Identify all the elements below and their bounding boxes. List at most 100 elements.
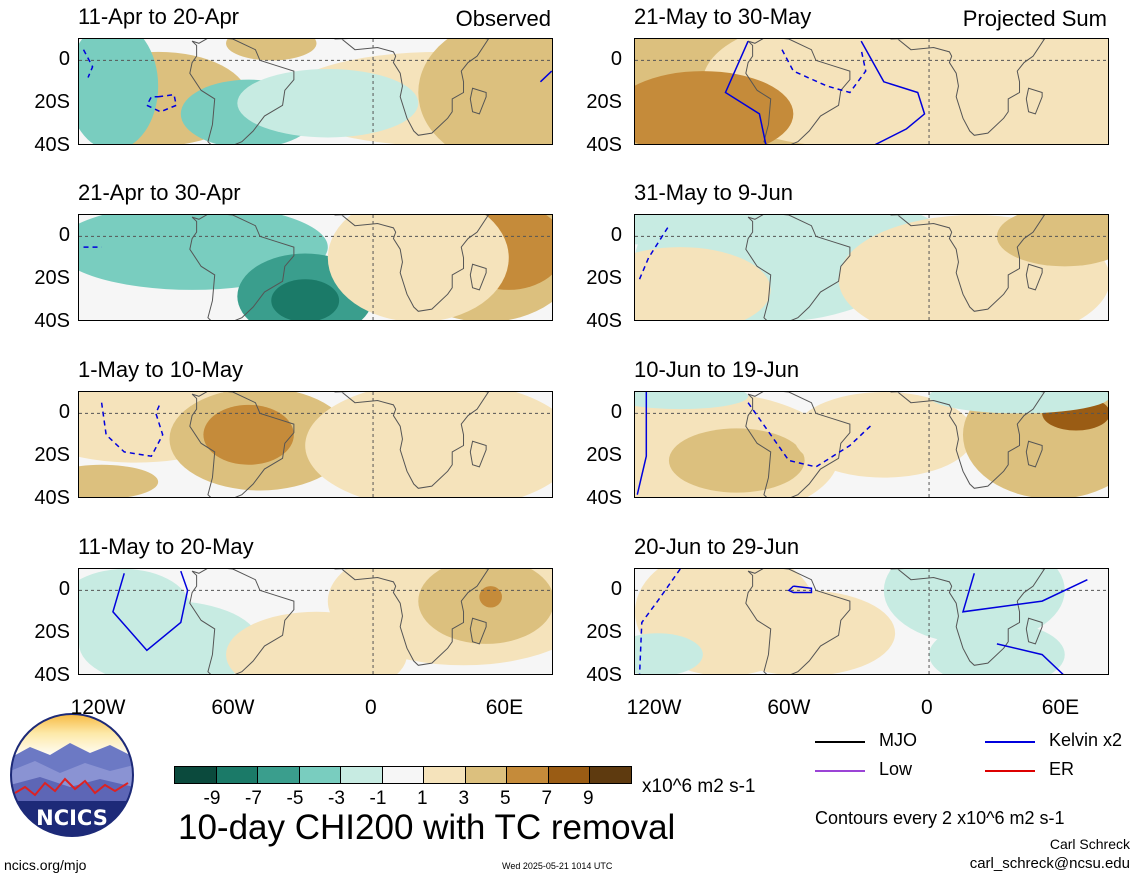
colorbar-units: x10^6 m2 s-1 — [642, 776, 756, 797]
legend-label: Low — [879, 759, 913, 779]
anomaly-shading — [929, 622, 1065, 674]
legend-label: MJO — [879, 730, 917, 750]
coastline — [189, 392, 295, 497]
latitude-tick: 0 — [58, 224, 70, 247]
ncics-logo: NCICS — [10, 713, 134, 837]
anomaly-shading — [668, 428, 805, 493]
author-email: carl_schreck@ncsu.edu — [969, 855, 1130, 872]
coastline — [745, 215, 851, 320]
longitude-tick: 60W — [767, 696, 811, 719]
latitude-tick: 40S — [34, 487, 70, 509]
coastline — [469, 87, 487, 115]
colorbar-swatch — [340, 766, 383, 784]
coastline — [189, 39, 295, 144]
anomaly-shading — [929, 392, 1108, 414]
colorbar-swatch — [257, 766, 300, 784]
anomaly-shading — [79, 39, 159, 144]
latitude-tick: 20S — [34, 621, 70, 644]
anomaly-shading — [635, 392, 749, 410]
coastline — [745, 569, 851, 674]
latitude-tick: 20S — [586, 621, 622, 644]
colorbar-swatch — [547, 766, 590, 784]
coastline — [334, 569, 490, 666]
legend-line — [815, 770, 865, 772]
panel-title: 21-May to 30-May — [634, 4, 812, 29]
longitude-tick: 60E — [485, 696, 524, 719]
anomaly-shading — [635, 247, 771, 320]
colorbar-swatch — [298, 766, 341, 784]
legend-line — [985, 741, 1035, 743]
coastline — [469, 440, 487, 468]
anomaly-shading — [305, 392, 552, 497]
latitude-tick: 0 — [610, 578, 622, 601]
anomaly-shading — [226, 39, 317, 61]
coastline — [745, 39, 851, 144]
colorbar-label: 5 — [500, 788, 511, 809]
coastline — [1025, 87, 1043, 115]
latitude-tick: 40S — [34, 664, 70, 686]
panel-title: 1-May to 10-May — [78, 357, 244, 382]
colorbar-swatch — [423, 766, 466, 784]
main-title: 10-day CHI200 with TC removal — [178, 808, 676, 847]
coastline — [890, 392, 1046, 489]
colorbar-swatch — [174, 766, 217, 784]
anomaly-shading — [237, 68, 419, 138]
coastline — [1025, 263, 1043, 291]
anomaly-shading — [996, 215, 1108, 267]
coastline — [334, 39, 490, 136]
latitude-tick: 40S — [586, 487, 622, 509]
colorbar-swatch — [506, 766, 549, 784]
latitude-tick: 0 — [58, 48, 70, 71]
colorbar-swatch — [589, 766, 632, 784]
coastline — [334, 215, 490, 312]
chi200-map — [634, 214, 1109, 321]
anomaly-shading — [418, 569, 552, 644]
anomaly-shading — [714, 590, 896, 674]
panel-title: 11-May to 20-May — [78, 534, 254, 559]
anomaly-shading — [635, 633, 703, 674]
latitude-tick: 20S — [34, 444, 70, 467]
chi200-map — [78, 38, 553, 145]
kelvin-contour — [638, 569, 681, 674]
latitude-tick: 0 — [610, 401, 622, 424]
colorbar-label: -9 — [203, 788, 221, 809]
anomaly-shading — [635, 71, 794, 144]
colorbar-label: -1 — [369, 788, 387, 809]
panel-title: 31-May to 9-Jun — [634, 180, 793, 205]
kelvin-contour — [860, 40, 926, 144]
panel-title: 11-Apr to 20-Apr — [78, 4, 240, 29]
legend-label: ER — [1049, 759, 1075, 779]
chi200-map — [78, 391, 553, 498]
anomaly-shading — [79, 464, 159, 497]
coastline — [469, 263, 487, 291]
latitude-tick: 0 — [610, 224, 622, 247]
legend-line — [985, 770, 1035, 772]
panel-label: Projected Sum — [962, 6, 1107, 31]
colorbar-swatch — [215, 766, 258, 784]
latitude-tick: 40S — [586, 310, 622, 332]
chi200-map — [634, 391, 1109, 498]
longitude-tick: 0 — [365, 696, 377, 719]
kelvin-contour — [100, 402, 164, 458]
kelvin-contour — [539, 70, 552, 83]
author-name: Carl Schreck — [1049, 836, 1130, 852]
coastline — [1025, 440, 1043, 468]
latitude-tick: 40S — [34, 134, 70, 156]
latitude-tick: 40S — [586, 664, 622, 686]
colorbar-label: 7 — [541, 788, 553, 809]
anomaly-shading — [418, 39, 552, 144]
colorbar-label: -7 — [245, 788, 262, 809]
anomaly-shading — [203, 404, 294, 465]
latitude-tick: 20S — [586, 444, 622, 467]
colorbar-label: -3 — [328, 788, 345, 809]
coastline — [469, 617, 487, 645]
kelvin-contour — [961, 573, 1088, 613]
coastline — [890, 569, 1046, 666]
kelvin-contour — [636, 392, 648, 495]
contour-note: Contours every 2 x10^6 m2 s-1 — [815, 808, 1065, 828]
kelvin-contour — [747, 402, 874, 468]
coastline — [1025, 617, 1043, 645]
coastline — [189, 215, 295, 320]
panel-label: Observed — [455, 6, 551, 31]
anomaly-shading — [271, 279, 340, 320]
